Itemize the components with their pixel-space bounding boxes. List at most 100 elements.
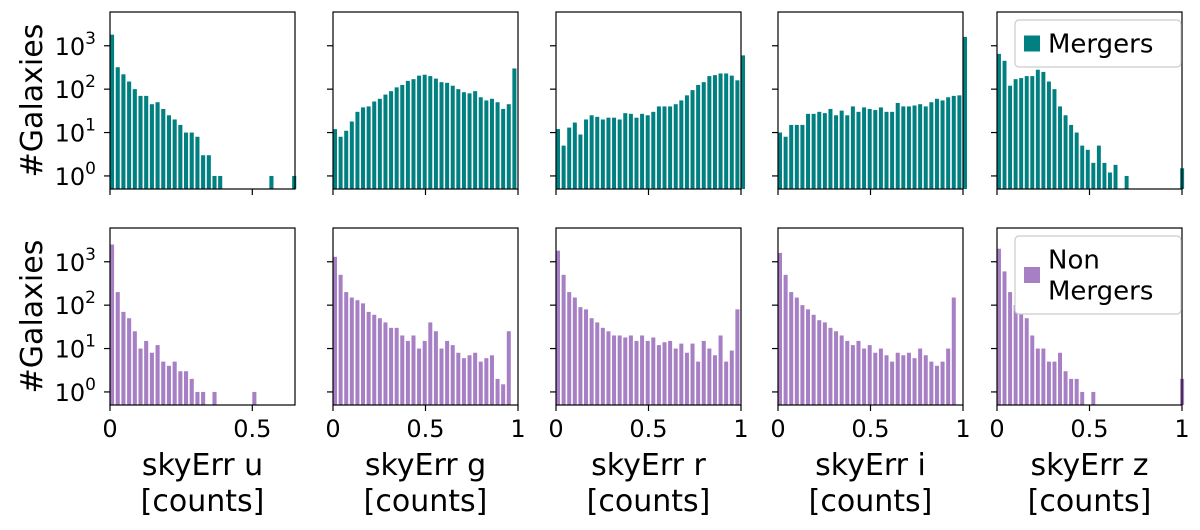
legend-label: Mergers xyxy=(1048,277,1153,307)
x-axis-unit-r: [counts] xyxy=(587,484,711,519)
bar xyxy=(1063,371,1068,405)
bar xyxy=(1035,69,1040,189)
bar xyxy=(834,331,839,405)
bar xyxy=(789,292,794,405)
bar xyxy=(735,80,740,189)
bar xyxy=(873,352,878,405)
bar xyxy=(195,391,200,405)
bar xyxy=(461,92,466,189)
bar xyxy=(138,348,143,405)
bar xyxy=(172,361,177,405)
bar xyxy=(473,352,478,405)
mergers-panel-u: 100 101 102 103 xyxy=(55,11,297,195)
x-tick-label: 0.5 xyxy=(629,415,667,443)
bar xyxy=(115,67,120,189)
bar xyxy=(445,82,450,189)
bar xyxy=(1074,378,1079,405)
non-mergers-panel-g: 0 0.5 1 xyxy=(325,227,526,443)
bar xyxy=(1019,311,1024,405)
bar xyxy=(1041,71,1046,189)
bar xyxy=(895,352,900,405)
bar xyxy=(166,115,172,189)
bar xyxy=(595,322,600,405)
x-axis-unit-u: [counts] xyxy=(141,484,265,519)
bar xyxy=(383,94,388,189)
x-tick-label: 0.5 xyxy=(406,415,444,443)
bar xyxy=(1013,305,1018,405)
bar xyxy=(333,129,338,189)
bar xyxy=(862,348,867,405)
bar xyxy=(696,361,701,405)
bar xyxy=(724,73,729,189)
bar xyxy=(628,113,633,189)
bar xyxy=(366,106,371,189)
bar xyxy=(729,75,734,189)
bar xyxy=(1113,164,1118,189)
bar xyxy=(651,337,656,405)
bar xyxy=(1035,348,1040,405)
mergers-panel-z: Mergers xyxy=(991,11,1185,195)
bar xyxy=(372,101,377,189)
bar xyxy=(1024,76,1029,189)
bar xyxy=(729,350,734,405)
bar xyxy=(172,119,177,189)
bar xyxy=(1085,149,1090,189)
bar xyxy=(806,113,811,189)
bar xyxy=(189,378,194,405)
bar xyxy=(600,119,605,189)
bar xyxy=(1030,76,1035,189)
bar xyxy=(862,107,867,189)
bar xyxy=(161,361,166,405)
bar xyxy=(195,136,200,189)
bar xyxy=(940,361,945,405)
bar xyxy=(951,95,956,189)
bar xyxy=(456,89,461,189)
bar xyxy=(701,340,706,405)
bar xyxy=(121,74,126,189)
bar xyxy=(578,134,583,189)
bar xyxy=(929,102,934,189)
bar xyxy=(338,136,343,189)
bar xyxy=(292,175,297,189)
bar xyxy=(828,108,833,189)
bar xyxy=(890,111,895,189)
bar xyxy=(690,90,695,189)
bar xyxy=(506,104,511,189)
bar xyxy=(794,124,799,189)
bar xyxy=(556,129,561,189)
bar xyxy=(679,343,684,405)
y-tick-label: 103 xyxy=(55,29,96,61)
bar xyxy=(1030,335,1035,405)
bar xyxy=(189,132,194,189)
x-axis-label-u: skyErr u xyxy=(142,448,263,483)
bar xyxy=(822,113,827,189)
y-axis-label: #Galaxies xyxy=(15,24,50,178)
bar xyxy=(556,250,561,405)
bar xyxy=(957,95,962,189)
bar xyxy=(906,352,911,405)
bar xyxy=(1058,106,1062,189)
bar xyxy=(606,117,611,189)
bar xyxy=(1002,60,1007,190)
bar xyxy=(1069,378,1074,405)
bar xyxy=(1063,115,1068,189)
bar xyxy=(651,111,656,189)
bar xyxy=(355,300,360,405)
bar xyxy=(735,309,740,405)
bar xyxy=(206,155,211,189)
bar xyxy=(489,355,494,405)
bar xyxy=(473,91,478,189)
bar xyxy=(884,355,889,405)
bar xyxy=(433,78,438,189)
bar xyxy=(822,322,827,405)
bar xyxy=(561,145,566,189)
x-tick-label: 1 xyxy=(955,415,970,443)
bar xyxy=(405,340,410,405)
mergers-panel-i xyxy=(772,11,967,195)
bar xyxy=(467,355,472,405)
bar xyxy=(450,345,455,405)
x-tick-label: 1 xyxy=(510,415,525,443)
x-tick-label: 0 xyxy=(548,415,563,443)
bar xyxy=(662,342,667,405)
bar xyxy=(673,348,678,405)
